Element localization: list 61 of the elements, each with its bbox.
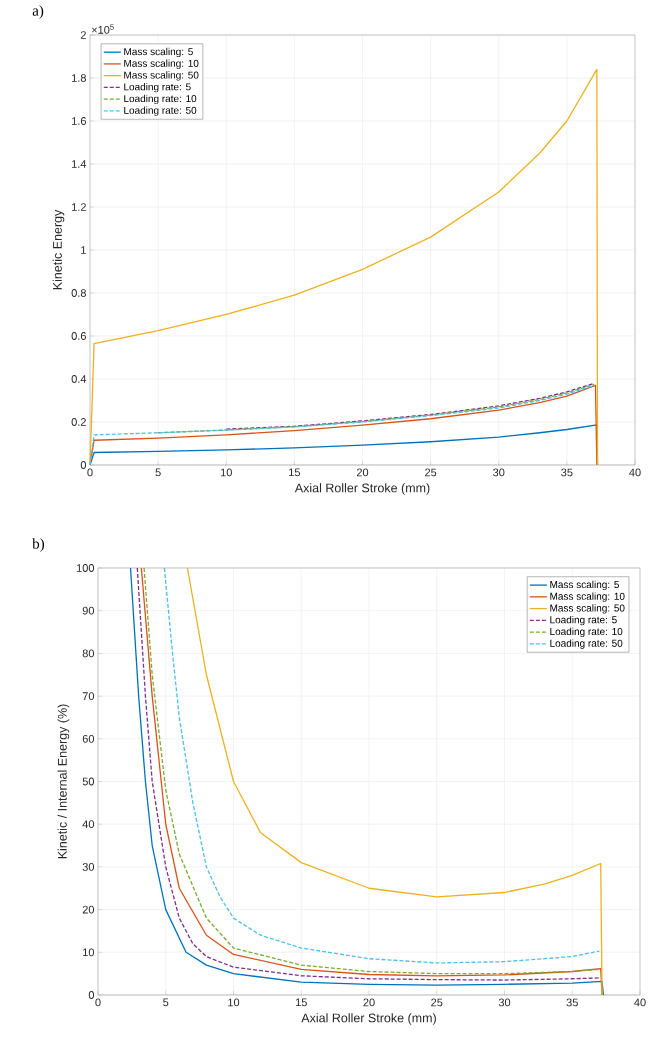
- x-tick-label: 40: [634, 998, 646, 1007]
- y-tick-label: 0.6: [71, 332, 86, 340]
- legend-label: Loading rate: 10: [124, 94, 197, 105]
- x-tick-label: 40: [629, 468, 641, 477]
- legend-label: Loading rate: 50: [550, 639, 623, 649]
- legend-label: Mass scaling: 5: [550, 580, 619, 591]
- legend-label: Mass scaling: 10: [124, 59, 199, 69]
- x-tick-label: 20: [363, 998, 375, 1007]
- legend-label: Loading rate: 50: [124, 106, 197, 116]
- line-series: [225, 382, 595, 430]
- x-axis-title: Axial Roller Stroke (mm): [294, 483, 430, 495]
- y-tick-label: 1.6: [72, 117, 86, 125]
- legend-label: Loading rate: 5: [550, 615, 617, 626]
- chart-title: b): [32, 538, 45, 552]
- y-tick-label: 0: [80, 461, 87, 469]
- y-tick-label: 30: [82, 863, 95, 871]
- y-tick-label: 100: [76, 564, 95, 572]
- x-tick-label: 35: [566, 998, 578, 1007]
- y-tick-label: 70: [82, 692, 95, 700]
- legend-label: Mass scaling: 5: [124, 47, 193, 58]
- y-axis-title: Kinetic Energy: [52, 209, 65, 290]
- text: ×10$^{5}$: [91, 24, 114, 34]
- x-tick-label: 5: [163, 998, 169, 1007]
- y-tick-label: 90: [82, 606, 95, 615]
- x-tick-label: 30: [493, 468, 505, 477]
- y-tick-label: 0.2: [71, 418, 86, 426]
- y-tick-label: 1.8: [72, 74, 86, 82]
- x-tick-label: 25: [425, 468, 437, 477]
- x-tick-label: 15: [295, 998, 307, 1007]
- y-tick-label: 0.8: [71, 289, 86, 297]
- x-tick-label: 30: [498, 998, 511, 1007]
- legend-label: Loading rate: 10: [550, 627, 623, 638]
- x-tick-label: 20: [356, 468, 369, 477]
- y-tick-label: 2: [80, 31, 86, 39]
- x-axis-title: Axial Roller Stroke (mm): [301, 1013, 436, 1025]
- y-tick-label: 20: [82, 905, 95, 914]
- legend-label: Mass scaling: 10: [550, 592, 625, 602]
- legend-label: Loading rate: 5: [124, 83, 191, 93]
- line-series: [89, 68, 599, 466]
- y-tick-label: 0: [88, 991, 95, 999]
- y-tick-label: 10: [83, 948, 95, 957]
- y-tick-label: 1.2: [72, 203, 86, 211]
- x-tick-label: 35: [561, 468, 573, 477]
- line-series: [157, 383, 595, 434]
- y-tick-label: 0.4: [71, 375, 87, 383]
- y-tick-label: 50: [82, 777, 95, 786]
- legend-label: Mass scaling: 50: [124, 71, 199, 81]
- legend-label: Mass scaling: 50: [550, 604, 625, 614]
- x-tick-label: 0: [95, 998, 101, 1007]
- y-tick-label: 40: [82, 820, 95, 829]
- y-tick-label: 60: [82, 734, 95, 743]
- y-tick-label: 1.4: [72, 160, 87, 168]
- y-axis-title: Kinetic / Internal Energy (%): [57, 704, 70, 859]
- x-tick-label: 5: [155, 468, 161, 477]
- x-tick-label: 10: [228, 998, 240, 1007]
- y-tick-label: 80: [82, 649, 95, 658]
- x-tick-label: 15: [289, 468, 301, 477]
- x-tick-label: 10: [220, 468, 232, 477]
- y-tick-label: 1: [81, 246, 86, 254]
- x-tick-label: 25: [431, 998, 443, 1007]
- chart-title: a): [32, 5, 44, 19]
